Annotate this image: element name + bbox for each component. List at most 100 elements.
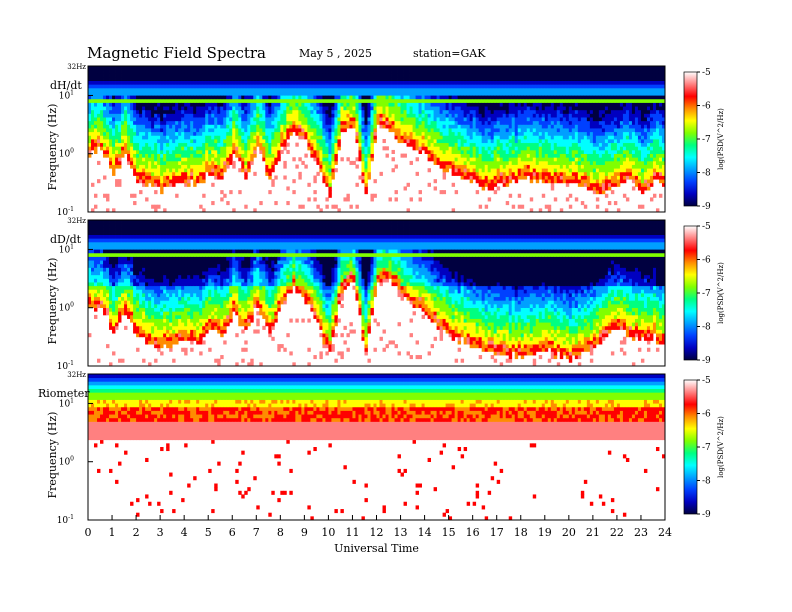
heatmap-cell: [271, 135, 274, 139]
heatmap-cell: [169, 84, 172, 88]
heatmap-cell: [211, 135, 214, 139]
heatmap-cell: [151, 150, 154, 154]
heatmap-cell: [271, 161, 274, 165]
heatmap-cell: [331, 139, 334, 143]
heatmap-cell: [470, 161, 473, 165]
heatmap-cell: [491, 95, 494, 99]
heatmap-cell: [428, 106, 431, 110]
heatmap-cell: [148, 128, 151, 132]
heatmap-cell: [109, 70, 112, 74]
heatmap-cell: [145, 99, 148, 103]
heatmap-cell: [304, 135, 307, 139]
heatmap-cell: [322, 124, 325, 128]
heatmap-cell: [190, 106, 193, 110]
heatmap-cell: [115, 103, 118, 107]
heatmap-cell: [346, 88, 349, 92]
heatmap-cell: [494, 135, 497, 139]
heatmap-cell: [479, 132, 482, 136]
heatmap-cell: [476, 154, 479, 158]
heatmap-cell: [310, 81, 313, 85]
heatmap-cell: [214, 168, 217, 172]
heatmap-cell: [220, 157, 223, 161]
heatmap-cell: [364, 157, 367, 161]
heatmap-cell: [425, 103, 428, 107]
heatmap-cell: [169, 103, 172, 107]
heatmap-cell: [226, 88, 229, 92]
heatmap-cell: [163, 70, 166, 74]
heatmap-cell: [238, 132, 241, 136]
heatmap-cell: [316, 77, 319, 81]
heatmap-cell: [446, 88, 449, 92]
heatmap-cell: [358, 99, 361, 103]
heatmap-cell: [118, 143, 121, 147]
heatmap-cell: [470, 168, 473, 172]
heatmap-cell: [112, 161, 115, 165]
heatmap-cell: [407, 70, 410, 74]
heatmap-cell: [413, 81, 416, 85]
heatmap-cell: [223, 66, 226, 70]
heatmap-cell: [437, 95, 440, 99]
heatmap-cell: [283, 92, 286, 96]
heatmap-cell: [325, 77, 328, 81]
heatmap-cell: [295, 121, 298, 125]
heatmap-cell: [316, 135, 319, 139]
heatmap-cell: [386, 84, 389, 88]
heatmap-cell: [127, 113, 130, 117]
heatmap-cell: [446, 84, 449, 88]
heatmap-cell: [494, 139, 497, 143]
heatmap-cell: [443, 172, 446, 176]
heatmap-cell: [217, 168, 220, 172]
heatmap-cell: [97, 179, 100, 183]
heatmap-cell: [389, 197, 392, 201]
heatmap-cell: [94, 103, 97, 107]
heatmap-cell: [178, 132, 181, 136]
heatmap-cell: [142, 70, 145, 74]
heatmap-cell: [470, 139, 473, 143]
heatmap-cell: [220, 66, 223, 70]
heatmap-cell: [367, 88, 370, 92]
heatmap-cell: [443, 165, 446, 169]
heatmap-cell: [175, 95, 178, 99]
heatmap-cell: [91, 103, 94, 107]
heatmap-cell: [136, 121, 139, 125]
heatmap-cell: [377, 77, 380, 81]
heatmap-cell: [238, 121, 241, 125]
heatmap-cell: [139, 161, 142, 165]
heatmap-cell: [319, 150, 322, 154]
heatmap-cell: [377, 95, 380, 99]
heatmap-cell: [395, 99, 398, 103]
heatmap-cell: [425, 139, 428, 143]
heatmap-cell: [407, 106, 410, 110]
heatmap-cell: [310, 139, 313, 143]
heatmap-cell: [437, 110, 440, 114]
heatmap-cell: [488, 84, 491, 88]
heatmap-cell: [127, 135, 130, 139]
heatmap-cell: [154, 172, 157, 176]
heatmap-cell: [121, 128, 124, 132]
heatmap-cell: [491, 186, 494, 190]
heatmap-cell: [124, 132, 127, 136]
heatmap-cell: [413, 106, 416, 110]
heatmap-cell: [118, 183, 121, 187]
heatmap-cell: [455, 84, 458, 88]
heatmap-cell: [479, 183, 482, 187]
heatmap-cell: [358, 176, 361, 180]
heatmap-cell: [389, 66, 392, 70]
heatmap-cell: [322, 150, 325, 154]
heatmap-cell: [196, 88, 199, 92]
heatmap-cell: [241, 139, 244, 143]
heatmap-cell: [238, 88, 241, 92]
heatmap-cell: [485, 103, 488, 107]
heatmap-cell: [313, 132, 316, 136]
heatmap-cell: [169, 124, 172, 128]
heatmap-cell: [253, 172, 256, 176]
heatmap-cell: [220, 143, 223, 147]
heatmap-cell: [440, 146, 443, 150]
heatmap-cell: [440, 92, 443, 96]
heatmap-cell: [443, 110, 446, 114]
heatmap-cell: [494, 146, 497, 150]
heatmap-cell: [289, 121, 292, 125]
heatmap-cell: [250, 161, 253, 165]
heatmap-cell: [274, 73, 277, 77]
heatmap-cell: [88, 135, 91, 139]
